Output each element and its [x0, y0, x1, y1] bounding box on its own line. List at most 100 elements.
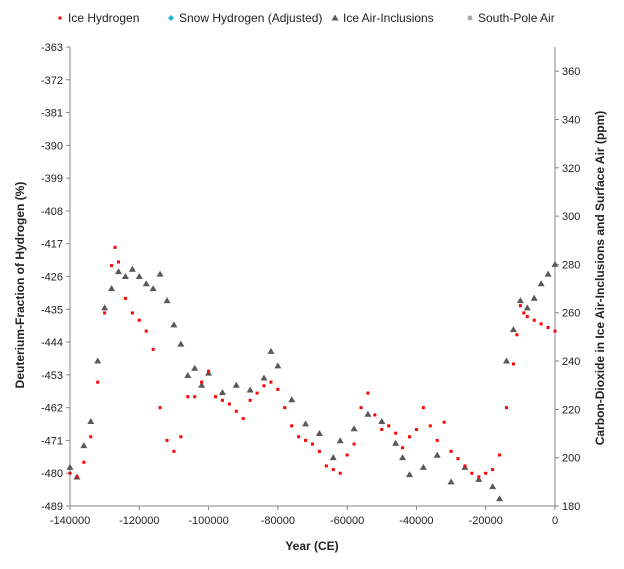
data-point — [135, 273, 143, 279]
x-axis-title: Year (CE) — [285, 539, 338, 553]
data-point — [193, 395, 197, 399]
data-point — [269, 380, 273, 384]
data-point — [496, 495, 504, 502]
data-point — [406, 471, 413, 478]
data-point — [163, 297, 171, 304]
data-point — [179, 435, 183, 439]
data-marks — [66, 245, 559, 502]
x-tick-label: -120000 — [119, 515, 159, 527]
data-point — [66, 463, 74, 470]
data-point — [484, 471, 488, 475]
data-point — [463, 464, 467, 468]
data-point — [324, 464, 328, 468]
data-point — [142, 280, 150, 287]
right-axis-title: Carbon-Dioxide in Ice Air-Inclusions and… — [593, 111, 607, 446]
data-point — [399, 454, 407, 461]
data-point — [144, 329, 148, 333]
right-tick-label: 200 — [562, 453, 580, 465]
data-point — [121, 273, 129, 279]
data-point — [338, 471, 342, 475]
left-tick-label: -489 — [41, 501, 63, 513]
data-point — [311, 442, 314, 446]
data-point — [128, 265, 136, 272]
data-point — [184, 372, 192, 379]
data-point — [387, 424, 391, 428]
x-tick-label: -40000 — [399, 515, 433, 527]
data-point — [170, 321, 178, 328]
data-point — [276, 387, 280, 391]
data-point — [503, 357, 510, 364]
data-point — [80, 442, 88, 449]
left-tick-label: -462 — [41, 403, 63, 415]
right-tick-label: 320 — [562, 163, 580, 175]
right-axis-ticks: 180 200 220 240 260 280 300 320 340 360 — [555, 66, 580, 513]
data-point — [421, 406, 425, 410]
data-point — [234, 409, 238, 413]
data-point — [401, 446, 405, 450]
data-point — [359, 406, 363, 410]
data-point — [537, 280, 545, 287]
data-point — [525, 315, 529, 319]
data-point — [186, 395, 190, 399]
data-point — [117, 260, 120, 264]
data-point — [428, 424, 432, 428]
data-point — [207, 369, 211, 373]
data-point — [491, 468, 495, 472]
data-point — [315, 430, 323, 437]
data-point — [108, 285, 116, 292]
right-tick-label: 180 — [562, 501, 580, 513]
data-point — [115, 268, 122, 275]
data-point — [336, 437, 344, 444]
data-point — [530, 294, 538, 301]
data-point — [283, 406, 287, 410]
data-point — [220, 398, 224, 402]
data-point — [551, 260, 559, 267]
data-point — [130, 311, 134, 315]
data-point — [352, 442, 356, 446]
data-point — [392, 439, 400, 446]
data-point — [522, 311, 526, 315]
data-point — [511, 362, 515, 366]
x-axis-ticks: -140000 -120000 -100000 -80000 -60000 -40000 -… — [50, 506, 558, 527]
right-tick-label: 340 — [562, 114, 580, 126]
left-axis-title: Deuterium-Fraction of Hydrogen (%) — [13, 182, 27, 389]
left-tick-label: -453 — [41, 370, 63, 382]
legend-label: Ice Air-Inclusions — [343, 11, 434, 25]
data-point — [394, 431, 398, 435]
data-point — [149, 285, 157, 292]
data-point — [408, 435, 411, 439]
left-tick-label: -390 — [41, 140, 63, 152]
right-tick-label: 220 — [562, 404, 580, 416]
data-point — [470, 471, 474, 475]
data-point — [288, 396, 296, 403]
data-point — [302, 420, 310, 427]
right-tick-label: 360 — [562, 66, 580, 78]
data-point — [89, 435, 93, 439]
data-point — [158, 406, 162, 410]
x-tick-label: -100000 — [188, 515, 228, 527]
data-point — [516, 297, 524, 304]
data-point — [498, 453, 502, 457]
left-tick-label: -471 — [41, 435, 63, 447]
legend-marker — [168, 15, 174, 21]
left-tick-label: -363 — [41, 42, 63, 54]
x-tick-label: -60000 — [330, 515, 364, 527]
left-axis-ticks: -489 -480 -471 -462 -453 -444 -435 -426 -417 -408… — [41, 42, 70, 513]
data-point — [509, 326, 517, 333]
data-point — [290, 424, 294, 428]
data-point — [419, 463, 427, 470]
data-point — [101, 304, 109, 311]
data-point — [477, 475, 481, 479]
data-point — [515, 333, 519, 337]
left-tick-label: -408 — [41, 206, 63, 218]
series-ice-hydrogen — [68, 245, 557, 479]
data-point — [165, 438, 169, 442]
data-point — [172, 449, 176, 453]
data-point — [262, 384, 266, 388]
legend-label: South-Pole Air — [478, 11, 555, 25]
left-tick-label: -372 — [41, 75, 63, 87]
left-tick-label: -480 — [41, 468, 63, 480]
left-tick-label: -435 — [41, 304, 63, 316]
x-tick-label: -140000 — [50, 515, 90, 527]
